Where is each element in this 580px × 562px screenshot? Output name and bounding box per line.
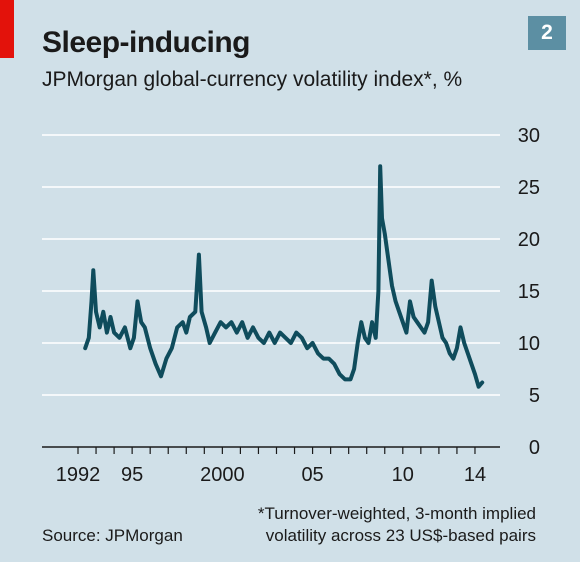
x-tick-label: 1992: [56, 464, 101, 486]
red-accent-tab: [0, 0, 14, 58]
x-tick-label: 2000: [200, 464, 245, 486]
y-tick-label: 30: [518, 125, 540, 147]
footnote-line-1: *Turnover-weighted, 3-month implied: [257, 504, 536, 523]
x-axis: 1992 95 2000 05 10 14: [42, 446, 500, 486]
y-tick-label: 20: [518, 229, 540, 251]
gridlines: [42, 134, 500, 396]
y-tick-label: 25: [518, 177, 540, 199]
y-tick-label: 15: [518, 281, 540, 303]
series-line: [83, 164, 485, 389]
source-note: Source: JPMorgan: [42, 526, 183, 545]
series-group: [83, 164, 485, 389]
x-tick-label: 05: [301, 464, 323, 486]
y-tick-label: 0: [529, 437, 540, 459]
chart-number-badge: 2: [528, 16, 566, 50]
footnote-line-2: volatility across 23 US$-based pairs: [265, 526, 536, 545]
x-tick-label: 95: [121, 464, 143, 486]
chart-subtitle: JPMorgan global-currency volatility inde…: [42, 68, 463, 91]
footnote: *Turnover-weighted, 3-month implied vola…: [216, 503, 536, 547]
x-tick-label: 10: [392, 464, 414, 486]
y-tick-label: 5: [529, 385, 540, 407]
y-axis-tick-labels: 0 5 10 15 20 25 30: [518, 125, 540, 459]
chart-title: Sleep-inducing: [42, 26, 251, 59]
y-tick-label: 10: [518, 333, 540, 355]
x-tick-label: 14: [464, 464, 486, 486]
